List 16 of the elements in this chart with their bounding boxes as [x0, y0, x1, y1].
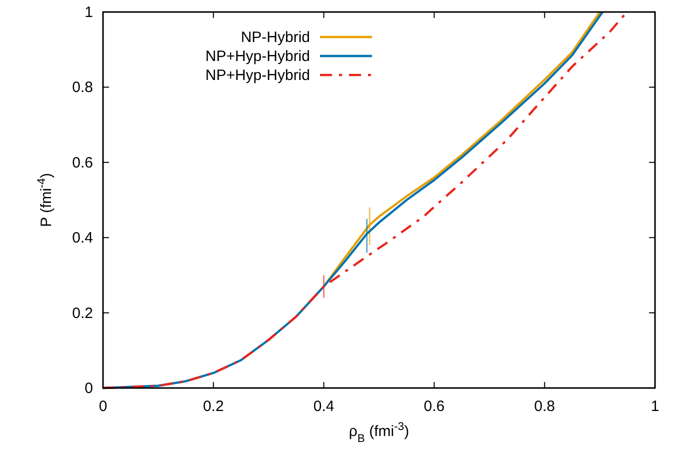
y-tick-label: 0.8 — [72, 79, 93, 96]
x-tick-label: 0 — [98, 398, 108, 415]
x-tick-label: 0.8 — [534, 398, 556, 415]
x-tick-label: 0.6 — [424, 398, 445, 415]
x-tick-label: 1 — [650, 398, 660, 415]
y-tick-label: 0.4 — [72, 230, 93, 247]
y-tick-label: 1 — [84, 4, 93, 21]
legend-label: NP+Hyp-Hybrid — [205, 67, 310, 84]
y-tick-label: 0 — [84, 380, 93, 397]
y-tick-label: 0.6 — [72, 154, 93, 172]
x-axis-title: ρ$_{B}$ (fmi$^{-3}$) — [348, 421, 410, 445]
y-tick-label: 0.2 — [72, 304, 93, 322]
x-tick-label: 0.2 — [202, 398, 224, 415]
legend-label: NP+Hyp-Hybrid — [205, 48, 310, 65]
legend-label: NP-Hybrid — [240, 29, 310, 46]
x-tick-label: 0.4 — [313, 398, 334, 415]
